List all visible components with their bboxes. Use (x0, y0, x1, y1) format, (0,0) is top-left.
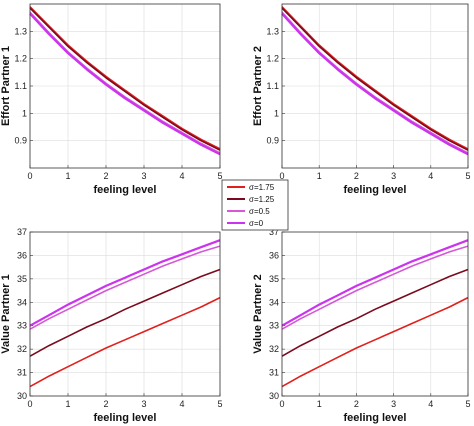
x-tick-label: 4 (428, 399, 433, 409)
x-tick-label: 5 (465, 171, 470, 181)
y-tick-label: 37 (269, 227, 279, 237)
x-tick-label: 1 (317, 399, 322, 409)
series-line-1 (281, 6, 469, 150)
plot-area (282, 232, 468, 396)
y-axis-label: Effort Partner 2 (252, 46, 264, 126)
series-line-3 (281, 245, 469, 330)
y-tick-label: 30 (269, 391, 279, 401)
series-line-4 (29, 12, 221, 156)
x-tick-label: 2 (103, 399, 108, 409)
x-tick-label: 4 (179, 399, 184, 409)
series-line-2 (281, 7, 469, 151)
x-tick-label: 5 (217, 171, 222, 181)
series-line-4 (29, 239, 221, 327)
x-axis-label: feeling level (344, 412, 407, 424)
chart-panel-2: 0 1 2 3 4 5 0.9 1 1.1 1.2 1.3 feeling level Effort P… (252, 3, 471, 196)
x-axis-label: feeling level (94, 184, 157, 196)
y-tick-label: 35 (17, 274, 27, 284)
x-tick-label: 3 (141, 399, 146, 409)
y-axis-label: Value Partner 2 (252, 274, 264, 354)
x-tick-label: 3 (391, 171, 396, 181)
series-line-4 (281, 12, 469, 156)
x-tick-label: 1 (65, 399, 70, 409)
legend-label-4: σ=0 (249, 219, 264, 228)
y-tick-label: 31 (17, 368, 27, 378)
x-tick-label: 4 (179, 171, 184, 181)
y-tick-label: 34 (17, 297, 27, 307)
legend: σ=1.75 σ=1.25 σ=0.5 σ=0 (221, 179, 289, 231)
series-line-2 (29, 268, 221, 357)
x-tick-label: 5 (465, 399, 470, 409)
y-tick-label: 37 (17, 227, 27, 237)
y-tick-label: 30 (17, 391, 27, 401)
y-tick-label: 1 (274, 108, 279, 118)
x-tick-label: 5 (217, 399, 222, 409)
x-tick-label: 2 (354, 399, 359, 409)
x-tick-label: 0 (27, 171, 32, 181)
x-tick-label: 1 (317, 171, 322, 181)
y-tick-label: 0.9 (14, 136, 27, 146)
y-tick-label: 32 (17, 344, 27, 354)
x-tick-label: 3 (391, 399, 396, 409)
series-line-1 (29, 296, 221, 388)
legend-label-1: σ=1.75 (249, 183, 275, 192)
y-tick-label: 1 (22, 108, 27, 118)
y-tick-label: 1.3 (14, 26, 27, 36)
y-tick-label: 0.9 (266, 136, 279, 146)
legend-box (221, 179, 289, 231)
y-tick-label: 33 (17, 321, 27, 331)
x-tick-label: 0 (279, 171, 284, 181)
y-tick-label: 32 (269, 344, 279, 354)
series-line-3 (29, 245, 221, 330)
y-tick-label: 35 (269, 274, 279, 284)
series-line-1 (281, 296, 469, 388)
y-tick-label: 33 (269, 321, 279, 331)
y-tick-label: 1.1 (266, 81, 279, 91)
axes-box (281, 3, 469, 169)
y-tick-label: 31 (269, 368, 279, 378)
axes-box (29, 231, 221, 397)
x-axis-label: feeling level (94, 412, 157, 424)
y-tick-label: 1.2 (266, 54, 279, 64)
series-line-1 (29, 6, 221, 150)
y-tick-label: 1.1 (14, 81, 27, 91)
y-tick-label: 36 (17, 250, 27, 260)
axes-box (29, 3, 221, 169)
y-axis-label: Effort Partner 1 (0, 46, 12, 126)
x-tick-label: 1 (65, 171, 70, 181)
x-tick-label: 4 (428, 171, 433, 181)
x-tick-label: 0 (27, 399, 32, 409)
chart-panel-1: 0 1 2 3 4 5 0.9 1 1.1 1.2 1.3 feeling level Effort P… (0, 3, 223, 196)
series-line-4 (281, 239, 469, 327)
x-tick-label: 3 (141, 171, 146, 181)
y-tick-label: 34 (269, 297, 279, 307)
axes-box (281, 231, 469, 397)
legend-label-3: σ=0.5 (249, 207, 270, 216)
y-axis-label: Value Partner 1 (0, 274, 12, 354)
x-tick-label: 0 (279, 399, 284, 409)
x-axis-label: feeling level (344, 184, 407, 196)
plot-area (30, 232, 220, 396)
x-tick-label: 2 (103, 171, 108, 181)
series-line-2 (281, 268, 469, 357)
y-tick-label: 36 (269, 250, 279, 260)
series-line-2 (29, 7, 221, 151)
y-tick-label: 1.3 (266, 26, 279, 36)
y-tick-label: 1.2 (14, 54, 27, 64)
legend-label-2: σ=1.25 (249, 195, 275, 204)
x-tick-label: 2 (354, 171, 359, 181)
